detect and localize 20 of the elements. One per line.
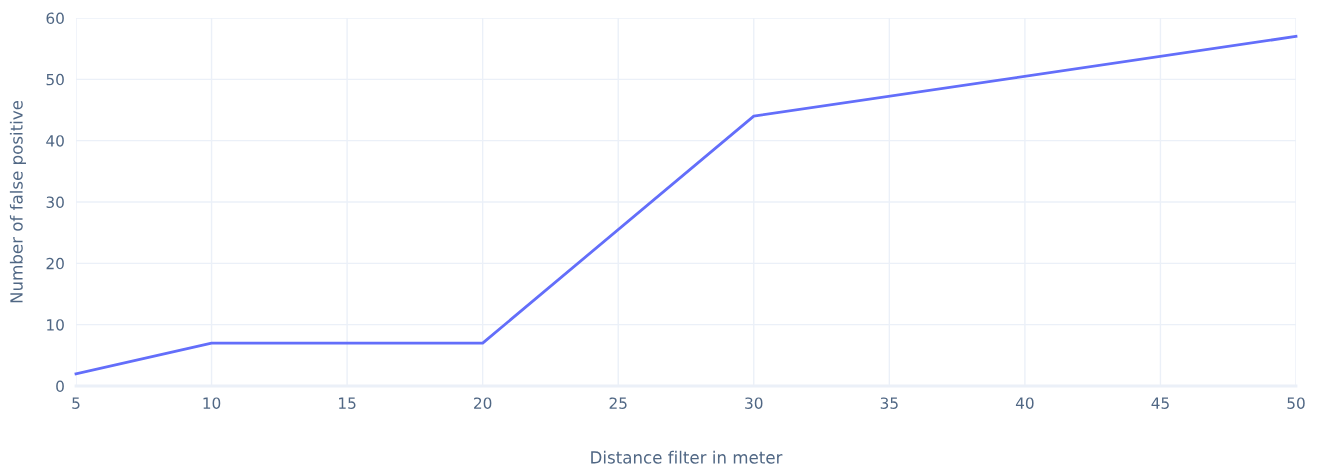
y-tick-label: 10: [47, 319, 64, 331]
y-tick-label: 20: [46, 257, 64, 270]
y-tick-label: 30: [46, 196, 64, 209]
y-axis-title: Number of false positive: [9, 100, 26, 303]
y-tick-label: 0: [56, 380, 64, 393]
x-axis-title: Distance filter in meter: [591, 450, 783, 464]
x-tick-label: 45: [1151, 397, 1169, 409]
x-tick-label: 40: [1015, 397, 1034, 409]
line-series: [74, 35, 1298, 376]
y-tick-label: 50: [46, 73, 64, 86]
x-tick-label: 10: [203, 397, 221, 409]
x-tick-label: 15: [339, 397, 356, 409]
x-tick-label: 35: [880, 397, 898, 409]
x-tick-label: 5: [72, 397, 80, 409]
y-tick-label: 60: [46, 12, 64, 25]
x-tick-label: 25: [609, 397, 627, 409]
x-tick-label: 50: [1287, 397, 1305, 409]
x-tick-label: 30: [745, 397, 763, 409]
x-tick-label: 20: [474, 397, 492, 409]
y-tick-label: 40: [46, 135, 64, 147]
